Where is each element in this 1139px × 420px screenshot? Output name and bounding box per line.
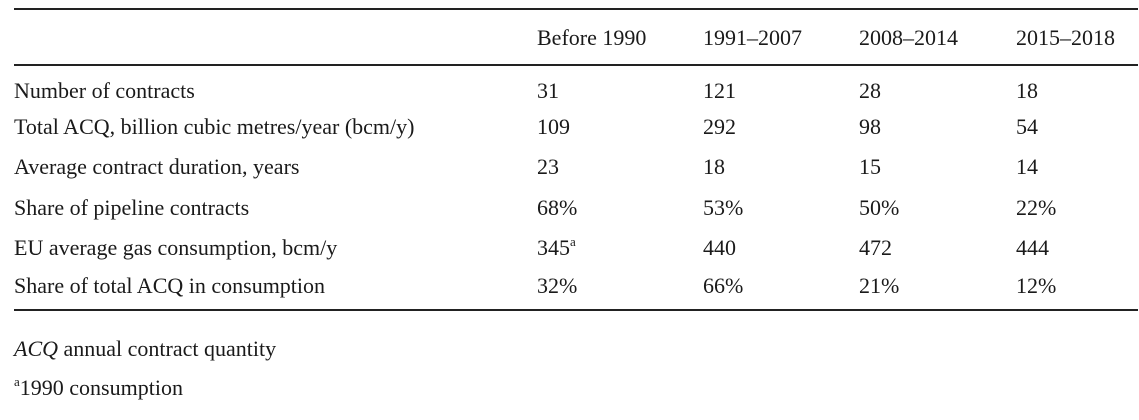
header-cell-label bbox=[14, 10, 537, 64]
table-row: Share of total ACQ in consumption 32% 66… bbox=[14, 269, 1138, 310]
table-cell: 54 bbox=[1016, 113, 1038, 139]
table-notes: ACQ annual contract quantity a1990 consu… bbox=[14, 338, 276, 416]
abbreviation-text: annual contract quantity bbox=[58, 336, 277, 361]
row-label: Total ACQ, billion cubic metres/year (bc… bbox=[14, 113, 415, 139]
table-cell: 22% bbox=[1016, 194, 1057, 220]
abbreviation-term: ACQ bbox=[14, 336, 58, 361]
table-cell: 12% bbox=[1016, 272, 1057, 298]
table-cell: 121 bbox=[703, 78, 736, 104]
header-cell-period: 2008–2014 bbox=[859, 25, 958, 50]
bottom-rule bbox=[14, 309, 1138, 311]
table-cell: 28 bbox=[859, 78, 881, 104]
table-cell: 292 bbox=[703, 113, 736, 139]
table-row: Share of pipeline contracts 68% 53% 50% … bbox=[14, 188, 1138, 229]
table-row: Number of contracts 31 121 28 18 bbox=[14, 66, 1138, 107]
table-cell: 31 bbox=[537, 78, 559, 104]
header-cell-period: 1991–2007 bbox=[703, 25, 802, 50]
table-cell: 15 bbox=[859, 154, 881, 180]
contracts-table-body: Number of contracts 31 121 28 18 Total A… bbox=[14, 66, 1138, 309]
footnote-mark: a bbox=[14, 374, 20, 389]
table-cell: 21% bbox=[859, 272, 900, 298]
table-cell: 53% bbox=[703, 194, 744, 220]
footnote-text: 1990 consumption bbox=[19, 375, 183, 400]
table-cell: 444 bbox=[1016, 235, 1049, 261]
row-label: Share of pipeline contracts bbox=[14, 194, 250, 220]
footnote-marker: a bbox=[570, 234, 576, 250]
table-cell: 440 bbox=[703, 235, 736, 261]
table-row: Total ACQ, billion cubic metres/year (bc… bbox=[14, 107, 1138, 148]
table-cell: 345a bbox=[537, 228, 703, 269]
table-row: EU average gas consumption, bcm/y 345a 4… bbox=[14, 228, 1138, 269]
table-cell: 14 bbox=[1016, 154, 1038, 180]
contracts-table-container: Before 1990 1991–2007 2008–2014 2015–201… bbox=[14, 8, 1138, 311]
header-rule bbox=[14, 64, 1138, 66]
row-label: Average contract duration, years bbox=[14, 154, 300, 180]
contracts-table: Before 1990 1991–2007 2008–2014 2015–201… bbox=[14, 10, 1138, 64]
abbreviation-note: ACQ annual contract quantity bbox=[14, 338, 276, 377]
table-cell: 50% bbox=[859, 194, 900, 220]
table-cell: 472 bbox=[859, 235, 892, 261]
header-row: Before 1990 1991–2007 2008–2014 2015–201… bbox=[14, 10, 1138, 64]
table-cell: 18 bbox=[1016, 78, 1038, 104]
table-cell: 98 bbox=[859, 113, 881, 139]
header-cell-period: Before 1990 bbox=[537, 25, 647, 50]
top-rule bbox=[14, 8, 1138, 10]
header-cell-period: 2015–2018 bbox=[1016, 25, 1115, 50]
row-label: Number of contracts bbox=[14, 78, 195, 104]
footnote: a1990 consumption bbox=[14, 374, 276, 416]
table-cell: 23 bbox=[537, 154, 559, 180]
row-label: Share of total ACQ in consumption bbox=[14, 272, 326, 298]
table-cell: 109 bbox=[537, 113, 570, 139]
table-cell: 32% bbox=[537, 272, 578, 298]
table-cell: 68% bbox=[537, 194, 578, 220]
row-label: EU average gas consumption, bcm/y bbox=[14, 235, 338, 261]
table-row: Average contract duration, years 23 18 1… bbox=[14, 147, 1138, 188]
table-cell: 66% bbox=[703, 272, 744, 298]
cell-value: 345 bbox=[537, 235, 570, 261]
table-cell: 18 bbox=[703, 154, 725, 180]
